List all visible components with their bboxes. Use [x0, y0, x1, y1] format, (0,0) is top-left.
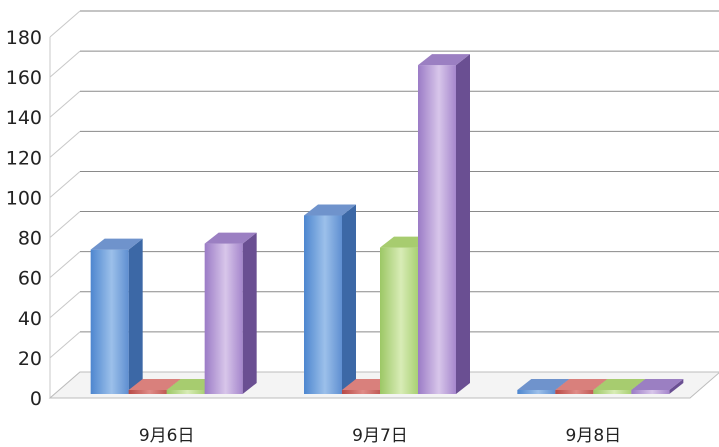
- gridline-side: [49, 171, 81, 198]
- bar-front: [418, 65, 456, 394]
- y-tick-label: 20: [18, 348, 42, 370]
- bar-top: [631, 378, 684, 390]
- bar-front: [517, 389, 556, 394]
- bar-top: [128, 378, 181, 390]
- bar-side: [342, 204, 356, 394]
- y-tick-label: 180: [6, 27, 42, 49]
- bar-front: [342, 389, 380, 394]
- bar-front: [631, 389, 670, 394]
- y-tick-label: 80: [18, 228, 42, 250]
- gridline-side: [49, 90, 81, 118]
- bar-side: [456, 54, 470, 394]
- bar-top: [418, 54, 470, 66]
- y-tick-label: 160: [6, 67, 42, 89]
- y-axis: 0 20 40 60 80 100 120 140 160 180: [6, 27, 51, 410]
- y-tick-label: 60: [18, 268, 42, 290]
- y-tick-label: 0: [30, 388, 42, 410]
- bar-front: [555, 389, 594, 394]
- bar-top: [204, 232, 257, 244]
- bar: [304, 204, 356, 394]
- bar-top: [90, 238, 143, 250]
- bar-top: [555, 378, 608, 390]
- x-axis: 9月6日 9月7日 9月8日: [139, 426, 621, 446]
- x-category-label: 9月8日: [566, 426, 622, 446]
- bar-side: [242, 232, 257, 394]
- bar-top: [593, 378, 646, 390]
- bar-front: [166, 389, 205, 394]
- bar-top: [304, 204, 356, 216]
- gridline-side: [49, 10, 81, 38]
- y-tick-label: 120: [6, 147, 42, 169]
- bar: [418, 54, 470, 394]
- bar-front: [593, 389, 632, 394]
- bar: [631, 378, 684, 394]
- gridline-side: [49, 291, 81, 319]
- x-category-label: 9月6日: [139, 426, 195, 446]
- gridline-side: [49, 211, 81, 238]
- bar-front: [304, 215, 342, 394]
- x-category-label: 9月7日: [352, 426, 408, 446]
- bars: [90, 54, 684, 394]
- bar: [90, 238, 143, 394]
- bar-front: [204, 243, 243, 394]
- gridline-side: [49, 130, 81, 158]
- bar-top: [517, 378, 570, 390]
- bar-front: [380, 247, 418, 394]
- bar-front: [128, 389, 167, 394]
- gridline-side: [49, 331, 81, 359]
- y-tick-label: 100: [6, 187, 42, 209]
- gridline-side: [49, 50, 81, 78]
- y-tick-label: 140: [6, 107, 42, 129]
- gridline-side: [49, 251, 81, 279]
- bar: [204, 232, 257, 394]
- y-tick-label: 40: [18, 308, 42, 330]
- bar-side: [669, 378, 684, 394]
- bar-front: [90, 249, 129, 394]
- bar-side: [128, 238, 143, 394]
